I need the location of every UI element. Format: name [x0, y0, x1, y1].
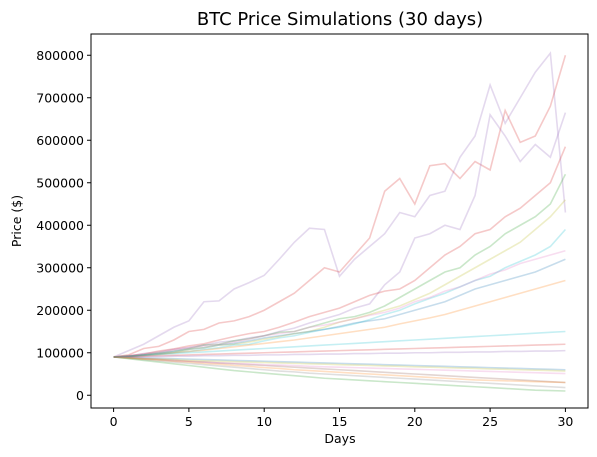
simulation-line-20	[113, 356, 566, 372]
simulation-line-14	[113, 356, 566, 371]
simulation-line-5	[113, 173, 567, 358]
y-tick-label: 0	[76, 388, 84, 403]
simulation-line-13	[113, 356, 566, 392]
simulation-line-15	[113, 356, 566, 384]
y-tick-label: 200000	[36, 303, 84, 318]
simulation-line-17	[113, 349, 566, 358]
simulation-line-10	[113, 279, 566, 358]
x-tick-label: 25	[482, 414, 498, 429]
simulation-line-8	[113, 249, 566, 358]
simulation-line-9	[113, 258, 566, 358]
simulation-line-16	[113, 343, 566, 358]
x-axis-label: Days	[324, 431, 355, 446]
y-tick-label: 700000	[36, 90, 84, 105]
simulation-line-2	[113, 55, 567, 358]
simulation-lines	[113, 51, 567, 392]
simulation-line-3	[113, 112, 567, 358]
simulation-line-18	[113, 356, 566, 375]
y-axis-ticks: 0 100000 200000 300000 400000 500000 600000 700…	[36, 48, 91, 403]
simulation-line-4	[113, 146, 567, 358]
y-tick-label: 400000	[36, 218, 84, 233]
simulation-line-6	[113, 199, 567, 358]
y-axis-label: Price ($)	[9, 195, 24, 247]
x-tick-label: 5	[185, 414, 193, 429]
y-tick-label: 100000	[36, 345, 84, 360]
y-tick-label: 300000	[36, 260, 84, 275]
x-tick-label: 20	[407, 414, 423, 429]
x-tick-label: 30	[557, 414, 573, 429]
y-tick-label: 800000	[36, 48, 84, 63]
x-tick-label: 15	[332, 414, 348, 429]
x-tick-label: 0	[110, 414, 118, 429]
simulation-line-19	[113, 330, 566, 358]
y-tick-label: 600000	[36, 133, 84, 148]
x-tick-label: 10	[256, 414, 272, 429]
simulation-line-11	[113, 356, 566, 384]
simulation-line-12	[113, 356, 566, 389]
chart-title: BTC Price Simulations (30 days)	[197, 9, 483, 30]
simulation-line-7	[113, 228, 567, 358]
y-tick-label: 500000	[36, 175, 84, 190]
x-axis-ticks: 0 5 10 15 20 25 30	[110, 408, 573, 429]
simulation-line-1	[113, 51, 567, 358]
